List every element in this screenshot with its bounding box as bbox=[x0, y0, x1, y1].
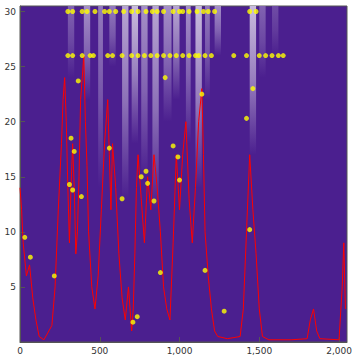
svg-text:2,000: 2,000 bbox=[326, 346, 352, 356]
svg-text:500: 500 bbox=[91, 346, 108, 356]
svg-text:0: 0 bbox=[17, 346, 23, 356]
svg-text:20: 20 bbox=[5, 117, 17, 127]
svg-text:30: 30 bbox=[5, 7, 17, 17]
svg-text:1,500: 1,500 bbox=[246, 346, 272, 356]
svg-text:15: 15 bbox=[5, 172, 16, 182]
svg-text:1,000: 1,000 bbox=[167, 346, 193, 356]
svg-text:5: 5 bbox=[10, 282, 16, 292]
svg-text:25: 25 bbox=[5, 62, 16, 72]
svg-text:10: 10 bbox=[5, 227, 17, 237]
